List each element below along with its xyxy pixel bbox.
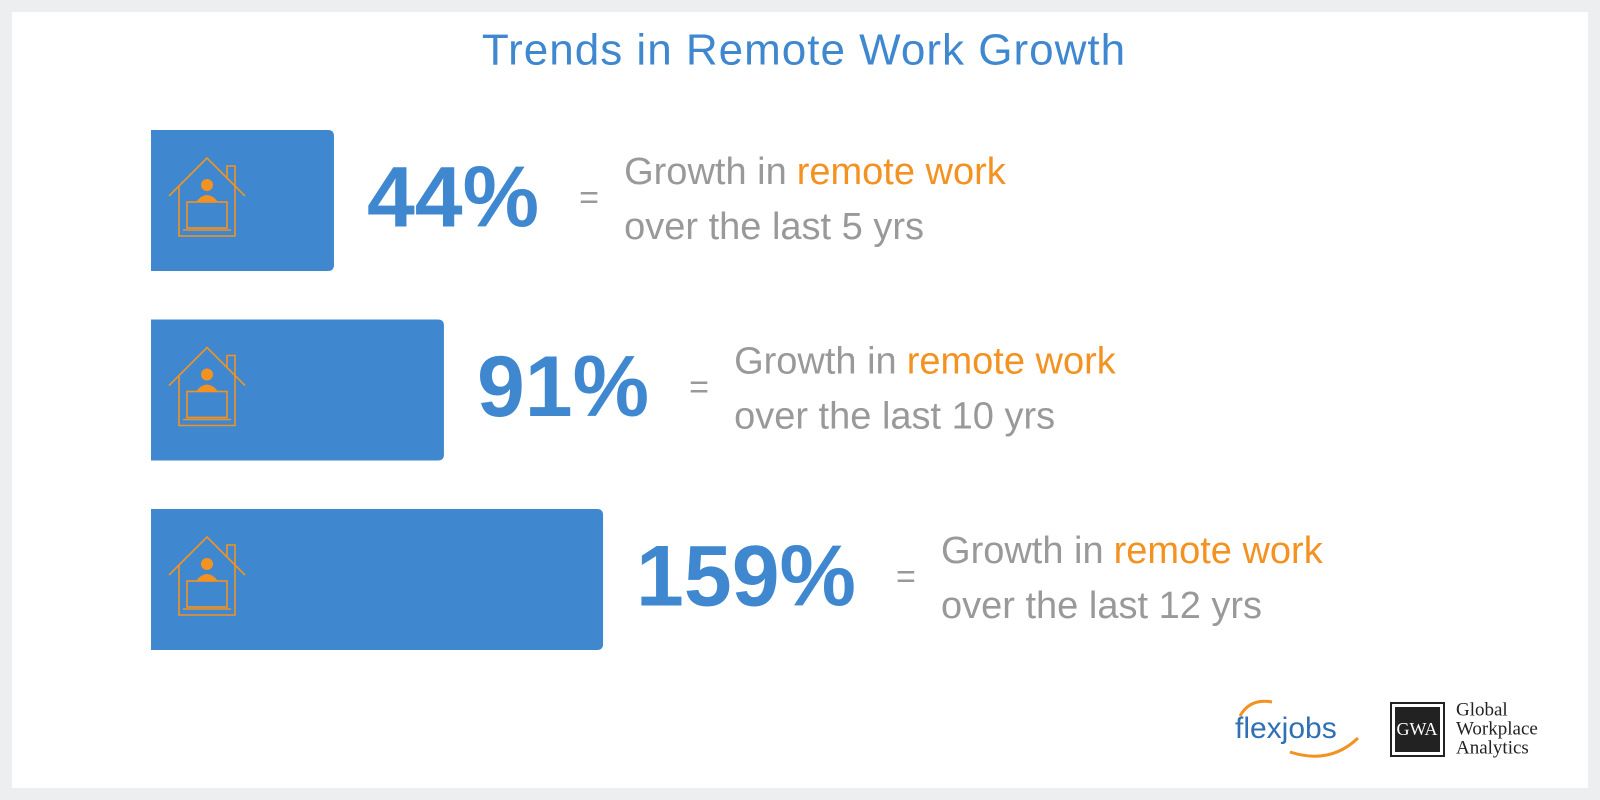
equals-sign: = [689,368,709,406]
person-head [201,558,213,570]
logo-text: flexjobs [1235,712,1337,745]
chart-title: Trends in Remote Work Growth [482,26,1126,75]
house-icon [168,535,246,616]
bar [151,319,444,461]
house-outline [168,156,246,237]
person-body [196,574,218,581]
house-outline [168,346,246,427]
person-body [196,384,218,392]
logo-text: Workplace [1456,718,1538,739]
description-highlight: remote work [1114,530,1324,572]
person-head [201,368,213,381]
logo-text: Analytics [1456,737,1529,758]
equals-sign: = [579,179,599,217]
value-label: 159% [636,529,856,625]
description-highlight: remote work [907,341,1117,383]
description-suffix: over the last 5 yrs [624,206,924,248]
description: Growth in remote work [734,341,1117,383]
laptop [186,390,228,419]
house-icon [168,346,246,427]
description: Growth in remote work [624,151,1007,193]
description-suffix: over the last 10 yrs [734,396,1055,438]
laptop [186,580,228,608]
logo-text: Global [1456,699,1508,720]
laptop [186,201,228,229]
person-head [201,179,213,191]
description-highlight: remote work [797,151,1007,193]
description-prefix: Growth in [734,341,897,383]
logo-inner [1395,707,1440,752]
description: Growth in remote work [941,530,1324,572]
description-prefix: Growth in [624,151,787,193]
description-suffix: over the last 12 yrs [941,585,1262,627]
gwa-logo: GWA Global Workplace Analytics [1390,699,1538,758]
equals-sign: = [896,558,916,596]
house-icon [168,156,246,237]
value-label: 44% [367,150,539,246]
logo-monogram: GWA [1397,719,1438,739]
bar [151,509,604,650]
logo-swoosh [1238,699,1273,717]
logo-swoosh [1289,736,1360,758]
house-outline [168,535,246,616]
person-body [196,195,218,202]
value-label: 91% [477,339,649,435]
description-prefix: Growth in [941,530,1104,572]
flexjobs-logo: flexjobs [1235,699,1360,758]
